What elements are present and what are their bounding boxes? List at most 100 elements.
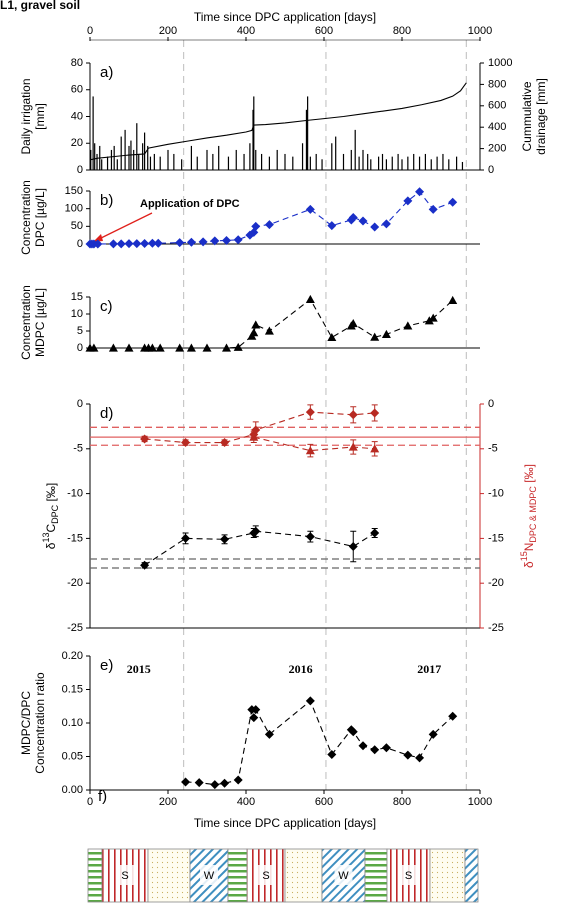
data-point	[210, 780, 220, 790]
y2-tick-label: 0	[488, 398, 494, 410]
bar	[218, 145, 220, 170]
data-point	[153, 238, 163, 248]
season-segment	[284, 848, 323, 903]
bar	[106, 156, 109, 170]
axis-title-part: 13	[41, 533, 51, 543]
data-point	[155, 343, 165, 352]
x-tick-label: 1000	[468, 25, 492, 37]
x-tick-label: 600	[315, 796, 333, 808]
data-point	[370, 332, 380, 341]
data-point	[124, 343, 134, 352]
data-point	[108, 239, 118, 249]
season-segment	[364, 848, 388, 903]
data-point	[233, 235, 243, 245]
bar	[243, 153, 245, 170]
data-point	[264, 729, 274, 739]
y-tick-label: -10	[67, 488, 83, 500]
data-point	[249, 432, 259, 441]
bar	[149, 156, 152, 170]
y-axis-title: Daily irrigation	[19, 78, 33, 154]
bar	[307, 96, 309, 170]
y-tick-label: 150	[65, 185, 83, 197]
data-point	[251, 320, 261, 329]
x-tick-label: 800	[393, 796, 411, 808]
y-axis-title: Concentration ratio	[33, 672, 47, 774]
bar	[442, 153, 444, 170]
data-point	[251, 526, 261, 536]
data-point	[147, 343, 157, 352]
data-point	[305, 532, 315, 542]
bar	[249, 143, 251, 170]
bar	[367, 153, 369, 170]
y-axis-title: MDPC [µg/L]	[33, 288, 47, 357]
season-label-bg	[116, 865, 134, 885]
data-point	[305, 294, 315, 303]
bar	[128, 145, 130, 170]
y-tick-label: 5	[77, 325, 83, 337]
bar	[370, 159, 372, 170]
y-tick-label: -20	[67, 577, 83, 589]
data-point	[210, 236, 220, 246]
data-point	[403, 321, 413, 330]
y-tick-label: -5	[73, 443, 83, 455]
bar	[276, 149, 278, 170]
data-point	[132, 239, 142, 249]
data-point	[358, 741, 368, 751]
data-point	[249, 713, 259, 723]
data-point	[428, 204, 438, 214]
data-point	[233, 342, 243, 351]
y-tick-label: 15	[71, 291, 83, 303]
data-point	[305, 204, 315, 214]
season-segment	[464, 848, 479, 903]
y2-axis-title: drainage [mm]	[534, 78, 548, 155]
data-point	[305, 446, 315, 455]
data-point	[264, 326, 274, 335]
data-point	[415, 753, 425, 763]
y-axis-title: Concentration	[19, 180, 33, 255]
y2-tick-label: -25	[488, 622, 504, 634]
y-tick-label: 60	[71, 84, 83, 96]
bar	[391, 156, 393, 170]
bar	[284, 153, 286, 170]
bar	[315, 153, 317, 170]
y-tick-label: 40	[71, 110, 83, 122]
data-point	[264, 220, 274, 230]
y-tick-label: 50	[71, 220, 83, 232]
bar	[120, 136, 122, 170]
bar	[436, 156, 438, 170]
bar	[378, 156, 380, 170]
season-label: W	[338, 870, 349, 882]
x-axis-title: Time since DPC application [days]	[194, 816, 376, 830]
season-label: W	[204, 870, 215, 882]
x-axis-title: Time since DPC application [days]	[194, 10, 376, 24]
data-point	[198, 237, 208, 247]
season-segment	[87, 848, 103, 903]
bar	[116, 159, 118, 170]
y-axis-title: DPC [µg/L]	[33, 188, 47, 247]
panel-label: e)	[100, 657, 113, 674]
data-point	[428, 313, 438, 322]
axis-title-part: DPC & MDPC	[528, 486, 538, 543]
axis-title-part: δ	[44, 542, 58, 549]
y-tick-label: 0	[77, 342, 83, 354]
bar	[124, 129, 126, 170]
y2-tick-label: 1000	[488, 57, 512, 69]
series-line	[90, 298, 454, 349]
y-tick-label: -15	[67, 532, 83, 544]
season-label: S	[121, 870, 128, 882]
bar	[358, 156, 360, 170]
axis-title-part: 15	[519, 551, 529, 561]
y-axis-title: Concentration	[19, 285, 33, 360]
bar	[430, 159, 432, 170]
data-point	[181, 533, 191, 543]
data-point	[251, 221, 261, 231]
series-line	[144, 530, 375, 566]
data-point	[370, 745, 380, 755]
y-tick-label: 0.20	[62, 650, 83, 662]
series-line	[89, 82, 467, 161]
bar	[159, 156, 161, 170]
year-label: 2015	[127, 662, 151, 676]
data-point	[181, 438, 191, 448]
data-point	[348, 319, 358, 328]
